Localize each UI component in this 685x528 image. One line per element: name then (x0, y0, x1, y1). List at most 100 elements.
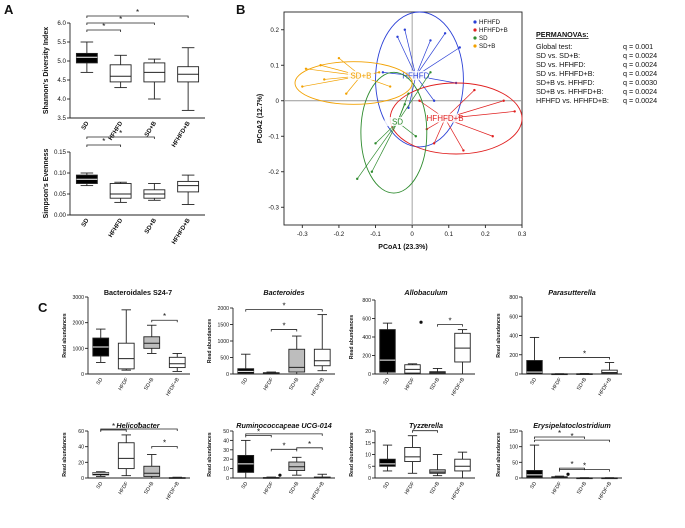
data-point (418, 99, 421, 102)
x-category-label: HFHFD+B (170, 120, 192, 149)
y-tick-label: 20 (365, 429, 371, 435)
y-tick-label: 6.0 (57, 20, 66, 27)
data-point (443, 32, 447, 35)
box-hfdf (117, 442, 135, 470)
y-tick-label: 10 (365, 453, 371, 459)
box-hfhfd (109, 183, 132, 199)
permanova-row-q: q = 0.0024 (623, 60, 657, 69)
x-category-label: HFDF (551, 481, 563, 496)
y-tick-label: -0.1 (268, 133, 279, 140)
y-tick-label: 4.5 (57, 77, 66, 84)
permanova-row-q: q = 0.0024 (623, 87, 657, 96)
data-point (473, 88, 476, 92)
y-tick-label: 40 (223, 438, 229, 444)
significance-star: * (257, 427, 260, 436)
x-category-label: HFDF (404, 481, 416, 496)
y-tick-label: 0 (81, 476, 84, 482)
y-axis-title: Simpson's Evenness (43, 149, 50, 219)
y-tick-label: 0 (515, 372, 518, 378)
x-category-label: HFDF+B (450, 480, 466, 501)
y-axis-title: Read abundances (207, 432, 213, 477)
x-category-label: SD+B (143, 120, 158, 138)
data-point (502, 99, 505, 102)
y-tick-label: 400 (509, 334, 518, 340)
chart-title: Parasutterella (548, 288, 596, 297)
panel-letter-a: A (4, 2, 14, 17)
x-category-label: SD (96, 377, 105, 387)
box-hfhfd-plusb (177, 180, 200, 193)
y-tick-label: 800 (509, 295, 518, 301)
outlier-point (419, 320, 423, 324)
chart-title: Erysipelatoclostridium (533, 421, 611, 430)
y-tick-label: 2000 (72, 321, 84, 327)
box-hfdf-plusb (454, 458, 471, 472)
significance-star: * (119, 129, 122, 138)
data-point (319, 64, 322, 67)
permanova-row-label: SD vs. HFHFD+B: (536, 69, 595, 78)
y-axis-title: PCoA2 (12.7%) (257, 94, 264, 143)
y-tick-label: 0.10 (54, 170, 67, 177)
x-category-label: HFDF (551, 377, 563, 392)
significance-bracket (86, 15, 189, 18)
y-axis-title: Read abundances (207, 319, 213, 364)
centroid-label: HFHFD (402, 71, 429, 80)
y-tick-label: 3.5 (57, 115, 66, 122)
panel-letter-c: C (38, 300, 48, 315)
chart-title: Helicobacter (116, 421, 160, 430)
permanova-row-label: SD vs. HFHFD: (536, 60, 586, 69)
y-tick-label: 3000 (72, 295, 84, 301)
box-hfhfd (109, 64, 132, 83)
significance-star: * (102, 22, 105, 31)
significance-star: * (163, 312, 166, 321)
box-hfdf-plusb (601, 369, 618, 374)
y-tick-label: 0 (226, 476, 229, 482)
shannon-chart: 3.54.04.55.05.56.0SD HFHFD SD+B HFHFD+B***S… (43, 8, 205, 149)
legend-entry: HFHFD (479, 19, 500, 26)
x-tick-label: -0.3 (297, 231, 308, 238)
y-tick-label: -0.2 (268, 169, 279, 176)
confidence-ellipse (294, 61, 413, 105)
spider-line (356, 121, 398, 180)
significance-bracket (151, 319, 178, 323)
simpson-chart: 0.00 0.05 0.10 0.15 SD HFHFD SD+B HFHFD+B * * Simp… (43, 129, 205, 246)
confidence-ellipse (360, 71, 428, 194)
x-category-label: HFDF+B (165, 376, 181, 397)
parasutterella-chart: 0 200 400 600 800 SD HFDF SD+B HFDF+B * Read abund… (496, 288, 622, 397)
significance-bracket (412, 430, 438, 433)
x-category-label: SD+B (143, 480, 156, 495)
y-tick-label: -0.3 (268, 204, 279, 211)
spider-line (415, 40, 431, 77)
chart-title: Allobaculum (403, 288, 448, 297)
x-category-label: HFDF (263, 377, 275, 392)
x-category-label: SD (382, 377, 391, 387)
y-axis-title: Shannon's Diversity Index (43, 27, 50, 114)
permanova-row-label: SD vs. SD+B: (536, 51, 580, 60)
box-sd-plusb (143, 465, 161, 477)
box-sd-plusb (429, 469, 446, 474)
y-tick-label: 30 (223, 448, 229, 454)
data-point (378, 71, 381, 74)
y-axis-title: Read abundances (349, 315, 355, 360)
y-axis-title: Read abundances (496, 432, 502, 477)
significance-bracket (86, 144, 122, 147)
legend-marker (473, 28, 477, 32)
y-tick-label: 200 (509, 353, 518, 359)
data-point (337, 56, 341, 60)
y-tick-label: 100 (509, 445, 518, 451)
y-tick-label: 50 (512, 460, 518, 466)
data-point (345, 92, 348, 95)
significance-star: * (308, 440, 311, 449)
significance-star: * (583, 349, 586, 358)
y-tick-label: 2000 (217, 306, 229, 312)
y-axis-title: Read abundances (496, 313, 502, 358)
y-tick-label: 150 (509, 429, 518, 435)
x-category-label: HFDF (263, 481, 275, 496)
spider-line (415, 33, 446, 77)
significance-star: * (583, 462, 586, 471)
y-tick-label: 0 (368, 372, 371, 378)
x-category-label: SD (382, 481, 391, 491)
data-point (356, 177, 359, 181)
box-sd-plusb (143, 336, 161, 349)
y-tick-label: 600 (362, 317, 371, 323)
x-category-label: HFDF (118, 481, 130, 496)
